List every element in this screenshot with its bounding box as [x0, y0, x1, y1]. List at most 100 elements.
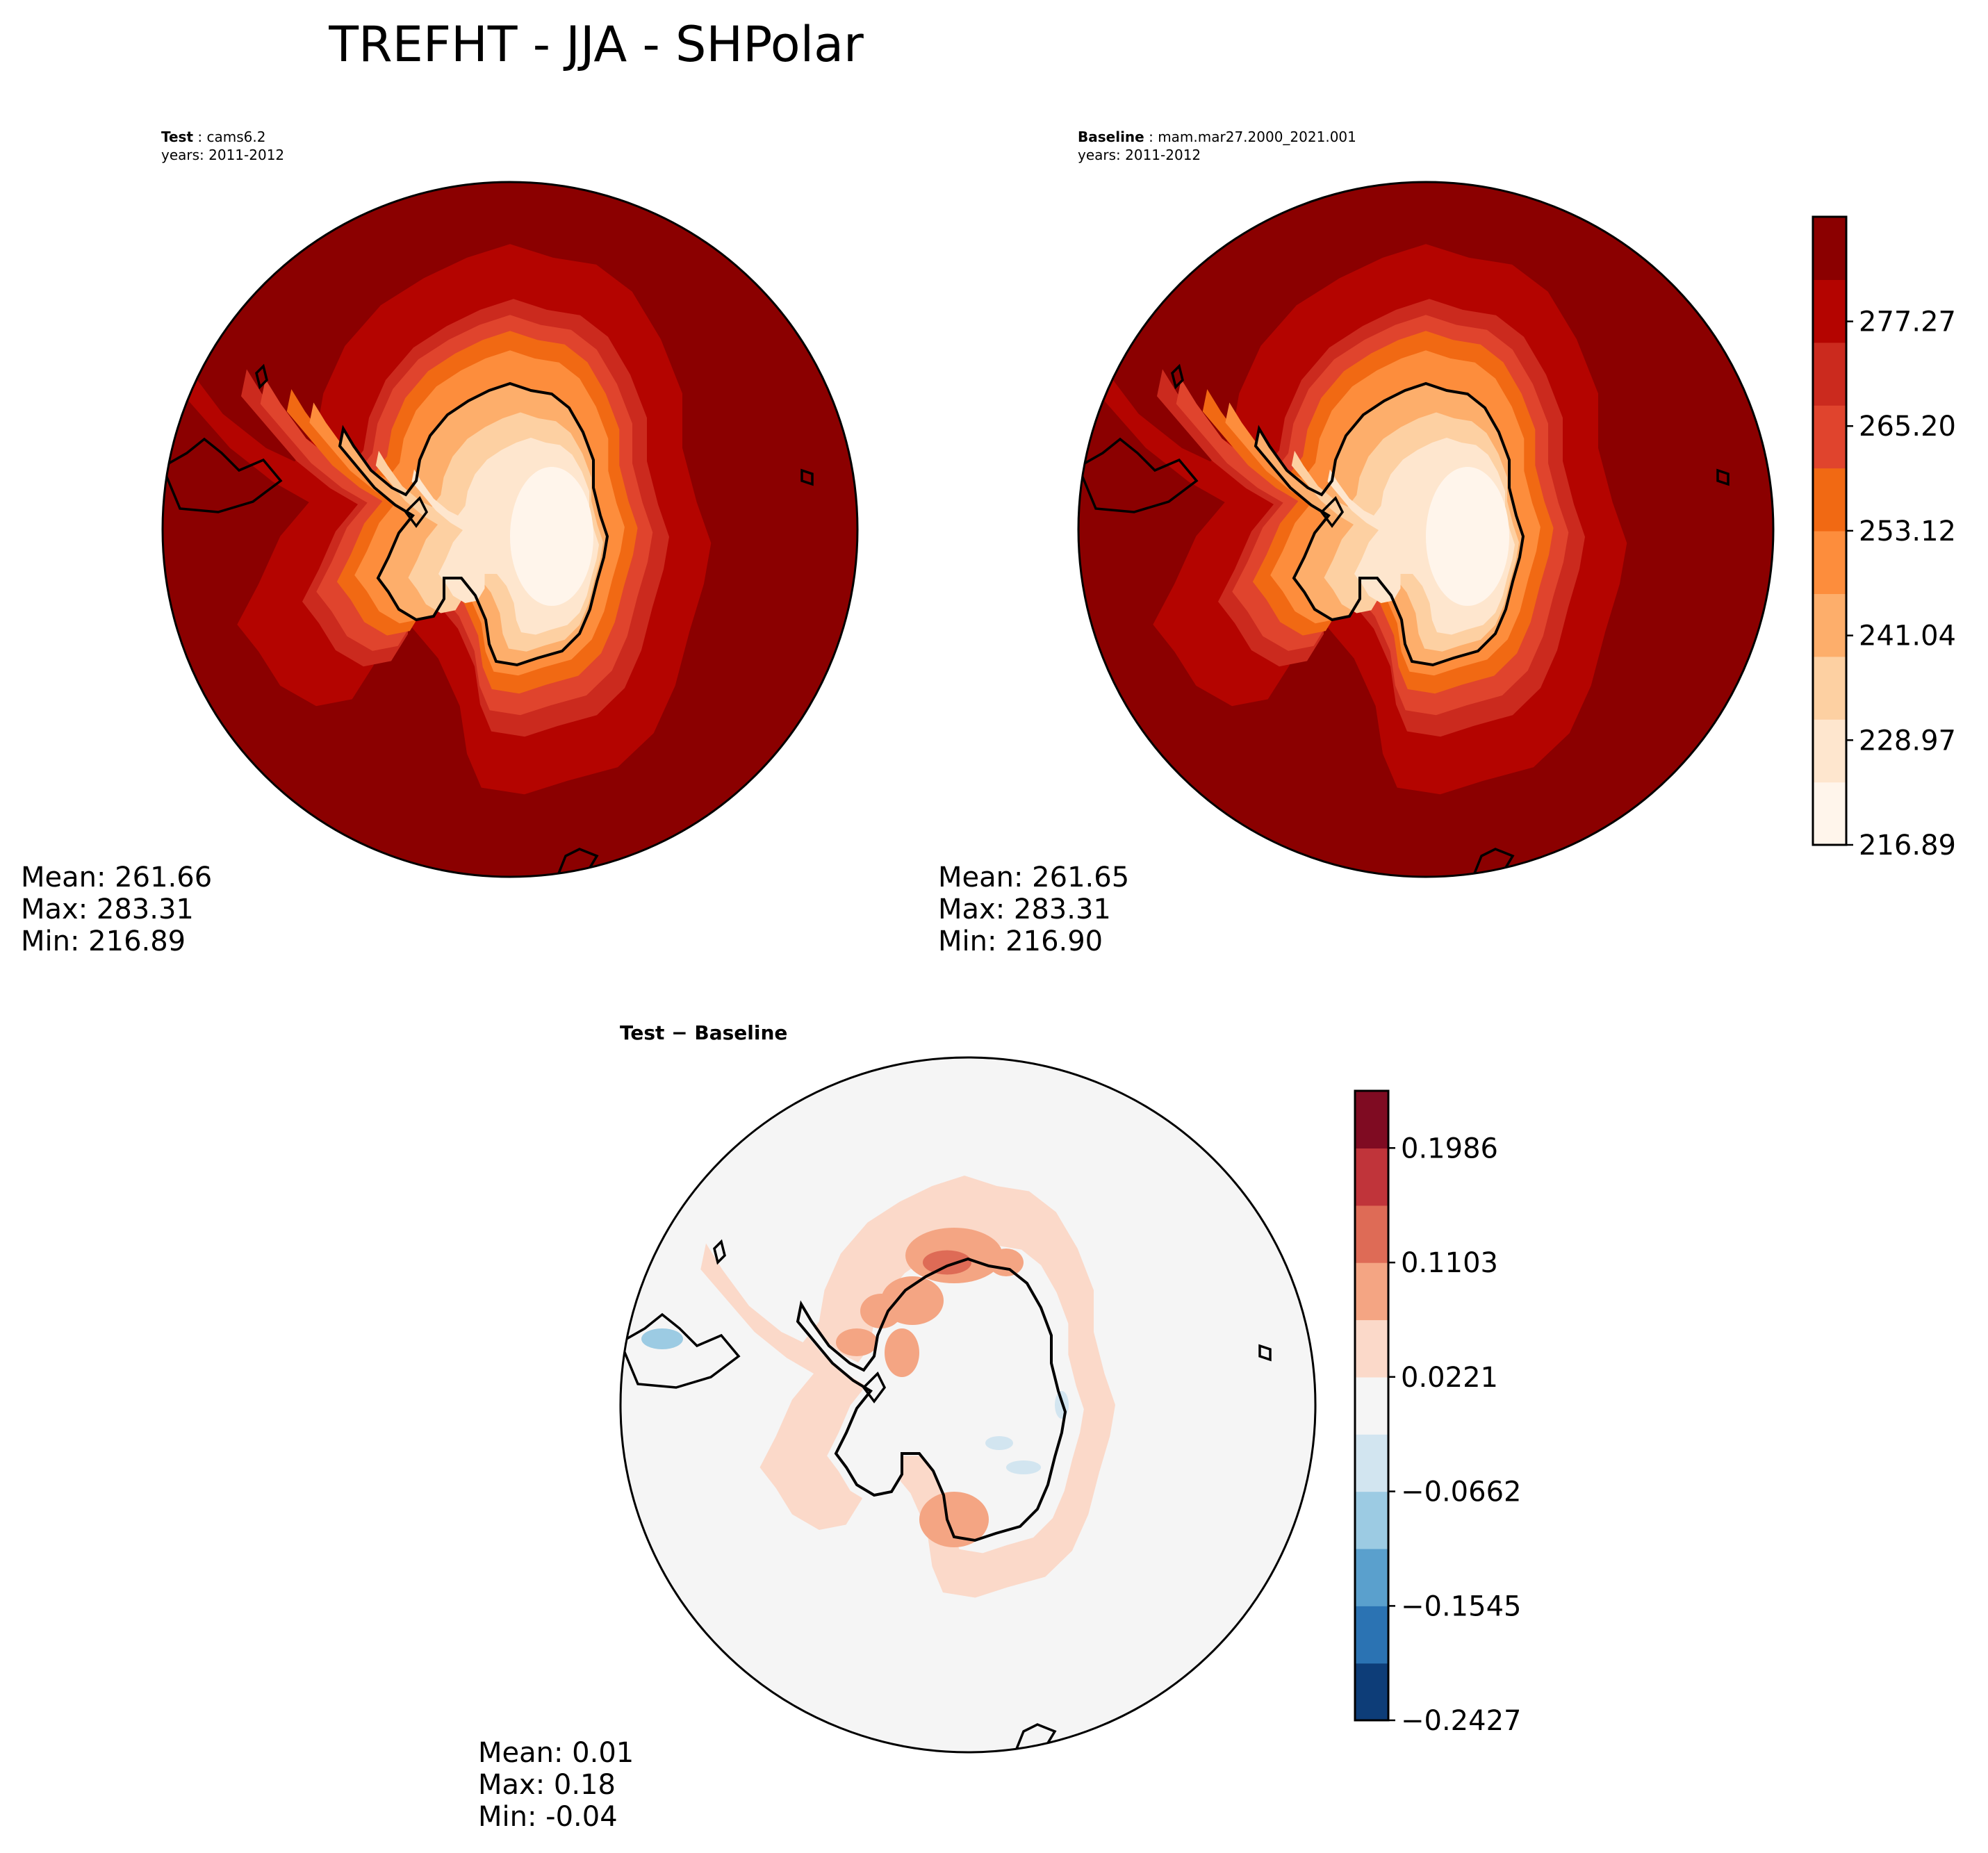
landmass-coast-2	[1258, 1344, 1272, 1362]
diff-anomaly	[923, 1250, 971, 1275]
baseline-coastline	[1078, 363, 1730, 875]
colorbar-tick-label: 0.1986	[1401, 1133, 1498, 1164]
colorbar-segment	[1813, 531, 1846, 594]
diff-anomaly	[836, 1328, 878, 1356]
colorbar-tick-label: 216.89	[1859, 830, 1956, 862]
baseline-min: Min: 216.90	[938, 925, 1103, 957]
diff-anomaly	[989, 1249, 1024, 1276]
test-label: Test	[161, 129, 194, 145]
colorbar-segment	[1355, 1319, 1388, 1378]
colorbar-tick-label: 265.20	[1859, 411, 1956, 443]
colorbar-tick-label: −0.2427	[1401, 1705, 1521, 1737]
baseline-panel-title: Baseline : mam.mar27.2000_2021.001 years…	[1078, 128, 1356, 164]
colorbar-segment	[1355, 1548, 1388, 1606]
difference-colorbar: −0.2427 −0.1545 −0.0662 0.0221 0.1103 0.1986	[1354, 1089, 1521, 1737]
landmass-coast-1	[862, 1372, 887, 1403]
antarctica-coast	[1254, 381, 1525, 667]
test-map-boundary	[161, 181, 859, 878]
landmass-coast-4	[255, 363, 268, 390]
landmass-coast-0	[1078, 437, 1199, 513]
test-separator: :	[193, 129, 207, 145]
test-stats: Mean: 261.66 Max: 283.31 Min: 216.89	[21, 862, 212, 957]
diff-anomaly	[985, 1436, 1013, 1450]
diff-anomaly	[885, 1328, 919, 1377]
diff-anomaly	[641, 1328, 683, 1349]
landmass-coast-0	[621, 1312, 741, 1389]
baseline-case-name: mam.mar27.2000_2021.001	[1158, 129, 1356, 145]
test-mean: Mean: 261.66	[21, 862, 213, 893]
colorbar-segment	[1355, 1663, 1388, 1721]
colorbar-tick-label: 277.27	[1859, 306, 1956, 338]
field-band	[510, 467, 593, 606]
test-temperature-field	[163, 182, 857, 877]
colorbar-segment	[1813, 656, 1846, 720]
landmass-coast-3	[1014, 1723, 1057, 1750]
diff-stats: Mean: 0.01 Max: 0.18 Min: -0.04	[478, 1737, 634, 1833]
baseline-mean: Mean: 261.65	[938, 862, 1130, 893]
colorbar-segment	[1813, 217, 1846, 280]
colorbar-tick-label: 0.0221	[1401, 1362, 1498, 1394]
colorbar-tick-label: 253.12	[1859, 516, 1956, 547]
diff-field	[621, 1057, 1315, 1752]
baseline-separator: :	[1144, 129, 1158, 145]
colorbar-tick-label: 228.97	[1859, 725, 1956, 757]
colorbar-tick-label: 241.04	[1859, 620, 1956, 652]
colorbar-frame	[1354, 1089, 1390, 1722]
diff-anomaly	[919, 1492, 989, 1547]
test-coastline	[163, 363, 814, 875]
colorbar-segment	[1355, 1091, 1388, 1148]
baseline-stats: Mean: 261.65 Max: 283.31 Min: 216.90	[938, 862, 1129, 957]
test-panel-title: Test : cams6.2 years: 2011-2012	[161, 128, 284, 164]
baseline-label: Baseline	[1078, 129, 1144, 145]
test-min: Min: 216.89	[21, 925, 186, 957]
colorbar-tick-label: −0.0662	[1401, 1476, 1521, 1508]
test-map	[161, 181, 859, 878]
colorbar-segment	[1355, 1262, 1388, 1321]
colorbar-segment	[1813, 342, 1846, 406]
antarctica-coast	[338, 381, 609, 667]
landmass-coast-2	[800, 468, 814, 486]
diff-min: Min: -0.04	[478, 1801, 618, 1833]
colorbar-segment	[1355, 1205, 1388, 1263]
colorbar-segment	[1813, 279, 1846, 343]
landmass-coast-0	[163, 437, 283, 513]
colorbar-segment	[1355, 1491, 1388, 1549]
baseline-temperature-field	[1078, 182, 1773, 877]
diff-panel-title: Test − Baseline	[620, 1021, 788, 1044]
landmass-coast-4	[1171, 363, 1184, 390]
colorbar-segment	[1813, 782, 1846, 846]
landmass-coast-2	[1716, 468, 1730, 486]
baseline-map	[1077, 181, 1775, 878]
diff-coastline	[621, 1239, 1272, 1750]
temperature-colorbar: 216.89 228.97 241.04 253.12 265.20 277.27	[1812, 215, 1956, 862]
colorbar-segment	[1355, 1148, 1388, 1206]
colorbar-segment	[1355, 1606, 1388, 1664]
figure-title: TREFHT - JJA - SHPolar	[329, 16, 864, 73]
colorbar-tick-label: −0.1545	[1401, 1590, 1521, 1622]
colorbar-segment	[1813, 468, 1846, 532]
diff-max: Max: 0.18	[478, 1769, 616, 1801]
colorbar-segment	[1355, 1376, 1388, 1435]
test-max: Max: 283.31	[21, 893, 194, 925]
colorbar-segment	[1355, 1434, 1388, 1492]
baseline-years: years: 2011-2012	[1078, 147, 1201, 163]
colorbar-segment	[1813, 405, 1846, 469]
landmass-coast-1	[1320, 496, 1345, 528]
baseline-max: Max: 283.31	[938, 893, 1111, 925]
colorbar-tick-label: 0.1103	[1401, 1247, 1498, 1279]
landmass-coast-1	[404, 496, 429, 528]
antarctica-coast	[796, 1257, 1067, 1542]
colorbar-segment	[1813, 593, 1846, 657]
colorbar-segment	[1813, 719, 1846, 783]
diff-map-boundary	[619, 1056, 1317, 1754]
field-band	[1426, 467, 1509, 606]
diff-anomaly	[784, 1237, 1084, 1554]
diff-map	[619, 1056, 1317, 1754]
test-case-name: cams6.2	[206, 129, 266, 145]
landmass-coast-3	[557, 848, 599, 875]
diff-mean: Mean: 0.01	[478, 1737, 634, 1769]
diff-anomaly	[860, 1294, 902, 1328]
landmass-coast-4	[713, 1239, 726, 1265]
landmass-coast-3	[1472, 848, 1515, 875]
